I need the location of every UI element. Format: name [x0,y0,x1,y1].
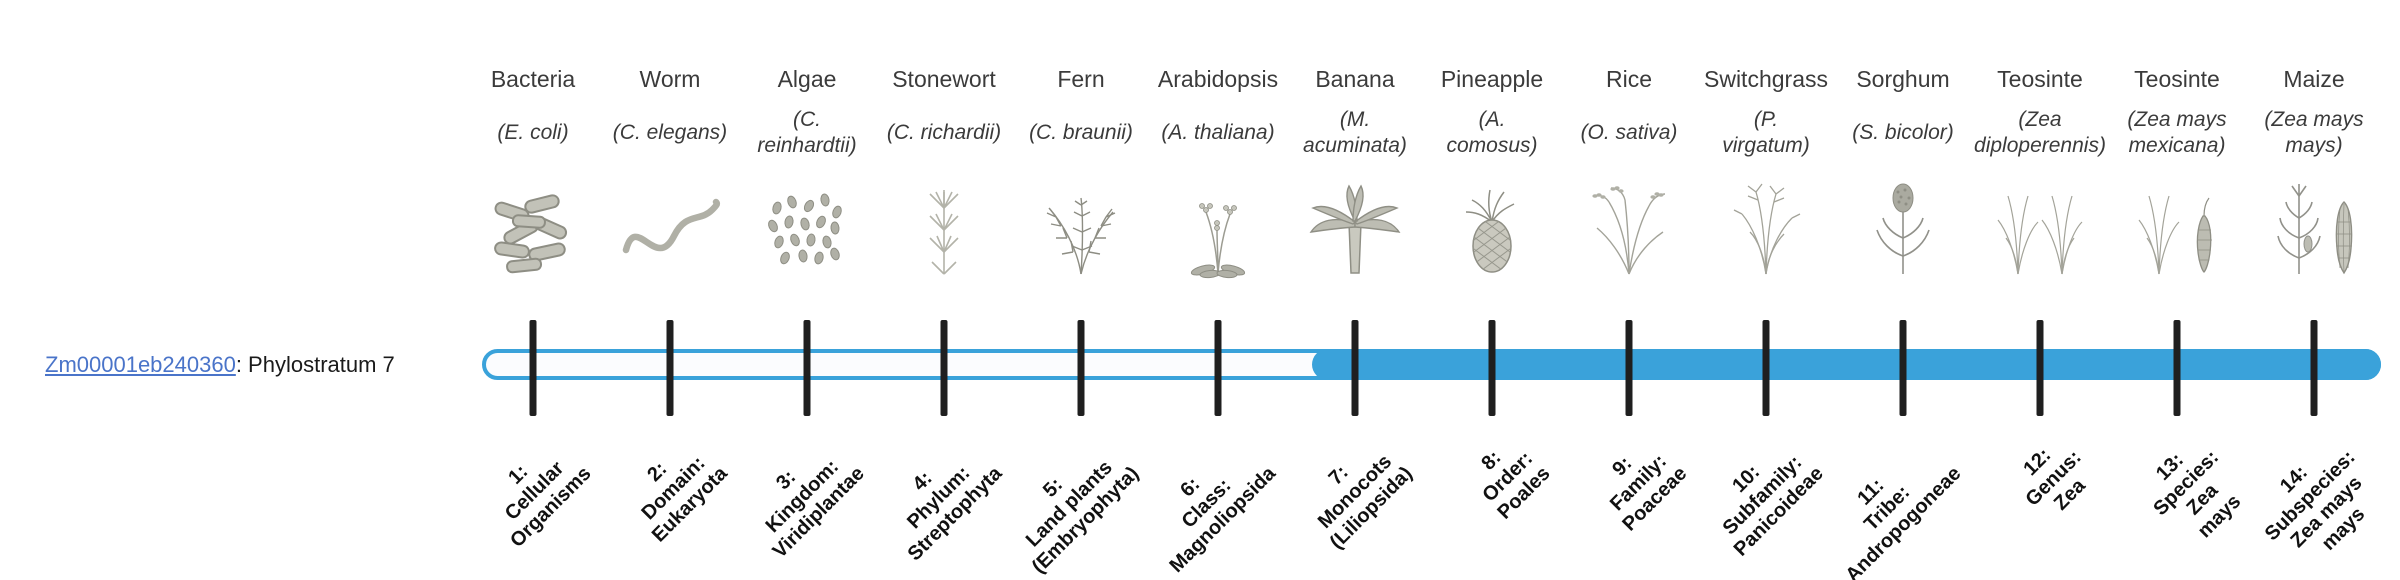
phylostratum-tick [1077,320,1085,416]
phylostratum-tick [1762,320,1770,416]
gene-label: Zm00001eb240360: Phylostratum 7 [45,352,395,378]
stonewort-icon [884,178,1004,290]
phylostratum-label: 1: Cellular Organisms [500,457,596,553]
phylostratum-label: 14: Subspecies: Zea mays mays [2261,446,2370,555]
gene-id-link[interactable]: Zm00001eb240360 [45,352,236,377]
phylostratum-tick [1899,320,1907,416]
phylostratum-tick [529,320,537,416]
species-scientific-name: (Zea mays mays) [2264,108,2364,157]
species-name: Bacteria [490,66,576,92]
phylostratum-label: 6: Class: Magnoliopsida [1165,462,1281,578]
phylostratum-label: 13: Species: Zea mays [2149,446,2245,542]
phylostratum-tick [666,320,674,416]
phylostratum-bar-fill [1312,349,2381,380]
species-scientific-name: (C. elegans) [612,121,728,145]
phylostratum-tick [803,320,811,416]
sorghum-icon [1843,178,1963,290]
species-name: Stonewort [892,66,996,92]
species-name: Teosinte [2134,66,2220,92]
pineapple-icon [1432,178,1552,290]
phylostratum-label: 10: Subfamily: Panicoideae [1718,451,1829,561]
species-name: Teosinte [1997,66,2083,92]
rice-icon [1569,178,1689,290]
species-name: Algae [777,66,837,92]
species-name: Worm [639,66,701,92]
phylostratum-tick [940,320,948,416]
phylostratum-tick [1488,320,1496,416]
species-name: Switchgrass [1704,66,1828,92]
phylostratum-tick [1214,320,1222,416]
phylostratum-label: 5: Land plants (Embryophyta) [1021,456,1144,579]
species-scientific-name: (Zea mays mexicana) [2127,108,2227,157]
phylostratum-tick [2173,320,2181,416]
phylostratum-label: 11: Tribe: Andropogoneae [1841,462,1966,580]
gene-phylostratum-text: : Phylostratum 7 [235,352,395,377]
species-scientific-name: (A. comosus) [1446,108,1538,157]
phylostratum-tick [2036,320,2044,416]
phylostratum-label: 3: Kingdom: Viridiplantae [762,455,870,563]
species-scientific-name: (P. virgatum) [1722,108,1810,157]
phylostratum-label: 4: Phylum: Streptophyta [902,462,1007,566]
species-scientific-name: (Zea diploperennis) [1974,108,2106,157]
algae-icon [747,178,867,290]
species-name: Sorghum [1856,66,1950,92]
phylostratum-label: 2: Domain: Eukaryota [637,452,733,547]
teosinte-pair-icon [1980,178,2100,290]
teosinte-ear-icon [2117,178,2237,290]
banana-icon [1295,178,1415,290]
species-scientific-name: (E. coli) [497,121,569,145]
switchgrass-icon [1706,178,1826,290]
species-scientific-name: (M. acuminata) [1303,108,1407,157]
phylostratum-label: 9: Family: Poaceae [1605,450,1692,536]
species-scientific-name: (C. braunii) [1029,121,1133,145]
worm-icon [610,178,730,290]
fern-icon [1021,178,1141,290]
species-name: Arabidopsis [1157,66,1279,92]
arabidopsis-icon [1158,178,1278,290]
species-name: Rice [1605,66,1652,92]
species-scientific-name: (A. thaliana) [1161,121,1275,145]
species-name: Pineapple [1440,66,1544,92]
phylostratum-tick [2310,320,2318,416]
species-scientific-name: (O. sativa) [1580,121,1678,145]
phylostratum-label: 12: Genus: Zea [2019,444,2091,515]
species-scientific-name: (S. bicolor) [1852,121,1954,145]
maize-icon [2254,178,2374,290]
species-scientific-name: (C. reinhardtii) [757,108,857,157]
species-scientific-name: (C. richardii) [886,121,1002,145]
phylostratum-label: 7: Monocots (Liliopsida) [1314,450,1418,554]
phylostratum-label: 8: Order: Poales [1476,446,1555,524]
phylostratum-tick [1351,320,1359,416]
species-name: Banana [1315,66,1395,92]
species-name: Fern [1057,66,1105,92]
bacteria-icon [473,178,593,290]
species-name: Maize [2283,66,2345,92]
phylostratum-tick [1625,320,1633,416]
